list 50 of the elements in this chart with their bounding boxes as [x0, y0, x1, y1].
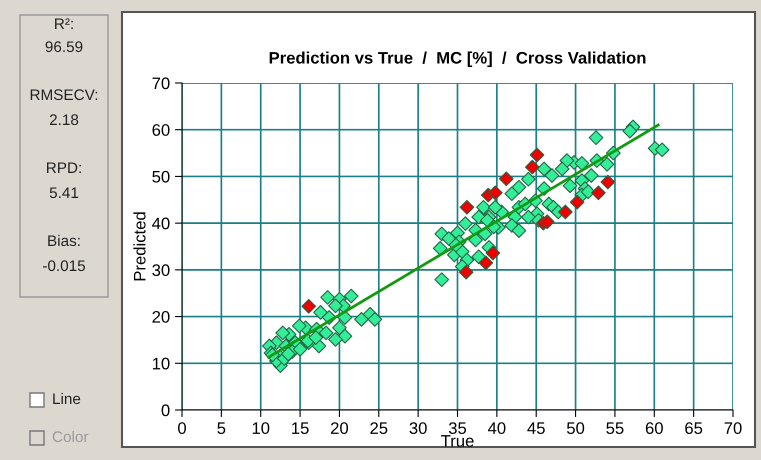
point	[570, 194, 585, 210]
y-tick-label: 20	[152, 310, 170, 323]
point	[498, 171, 514, 186]
point	[591, 185, 606, 200]
y-tick-label: 10	[152, 358, 170, 370]
y-tick-label: 60	[152, 124, 170, 136]
text: 96.59	[46, 41, 82, 52]
point	[524, 160, 540, 174]
text: -0.015	[43, 260, 86, 272]
text: RMSECV:	[30, 89, 98, 100]
chart-title: Prediction vs True / MC [%] / Cross Validation	[270, 51, 646, 68]
point	[540, 214, 555, 230]
x-tick-label: 70	[724, 422, 742, 434]
x-axis-title: True	[441, 435, 474, 447]
x-tick-label: 0	[178, 422, 186, 434]
y-tick-label: 70	[152, 77, 170, 90]
y-tick-label: 30	[152, 264, 170, 276]
y-axis-title: Predicted	[133, 212, 146, 280]
x-tick-label: 40	[488, 422, 506, 434]
text: Color	[52, 430, 88, 442]
x-tick-label: 25	[370, 422, 388, 434]
point	[458, 264, 474, 280]
text: 5.41	[50, 187, 78, 198]
x-tick-label: 10	[252, 422, 270, 434]
text: R²:	[55, 18, 73, 29]
point	[478, 255, 494, 270]
x-tick-label: 55	[606, 422, 624, 434]
y-tick-label: 40	[152, 218, 170, 230]
text: RPD:	[47, 162, 81, 173]
x-tick-label: 65	[685, 422, 702, 434]
x-tick-label: 30	[410, 422, 427, 434]
x-tick-label: 45	[527, 422, 545, 434]
point	[600, 174, 616, 190]
point	[488, 185, 503, 200]
point	[558, 204, 573, 220]
point	[301, 298, 316, 314]
x-tick-label: 5	[217, 422, 226, 434]
point	[460, 200, 474, 215]
text: Line	[53, 392, 80, 404]
y-tick-label: 0	[162, 404, 170, 416]
point	[530, 148, 544, 162]
x-tick-label: 50	[566, 422, 584, 434]
x-tick-label: 35	[448, 422, 466, 434]
x-tick-label: 20	[331, 422, 348, 434]
text: Bias:	[48, 234, 80, 246]
x-tick-label: 15	[292, 422, 309, 434]
text: 2.18	[50, 114, 78, 126]
y-tick-label: 50	[152, 170, 170, 183]
point	[486, 246, 500, 260]
x-tick-label: 60	[646, 422, 663, 434]
